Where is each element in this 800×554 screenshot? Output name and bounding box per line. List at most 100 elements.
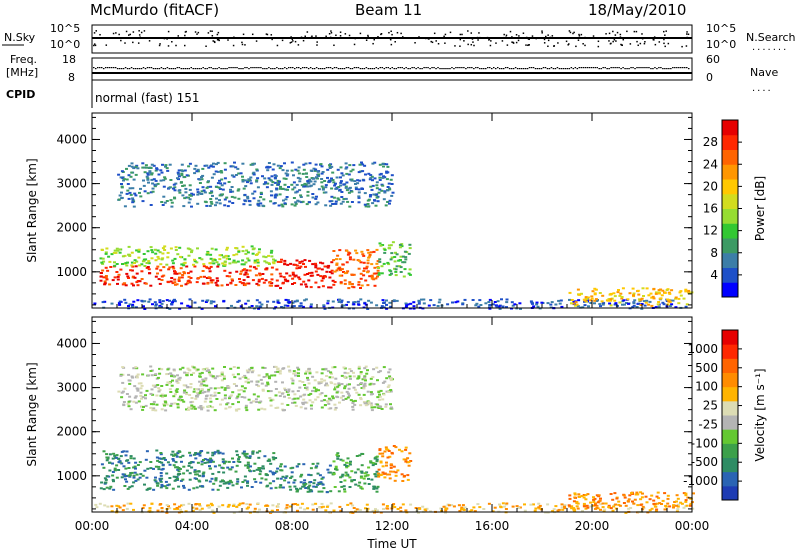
data-cell (231, 484, 235, 487)
data-cell (131, 187, 135, 190)
data-cell (293, 479, 297, 482)
data-cell (134, 366, 138, 369)
data-cell (112, 480, 115, 483)
data-cell (586, 296, 590, 299)
data-cell (504, 508, 508, 510)
data-cell (563, 505, 566, 508)
data-cell (156, 182, 160, 185)
nsearch-dot (608, 32, 611, 35)
data-cell (299, 265, 303, 268)
data-cell (99, 279, 103, 282)
data-cell (622, 494, 626, 497)
data-cell (331, 279, 335, 282)
data-cell (291, 401, 294, 404)
nave-dot (108, 67, 111, 69)
nsearch-dot (527, 38, 530, 40)
data-cell (351, 400, 355, 403)
data-cell (146, 467, 150, 470)
data-cell (231, 373, 235, 376)
data-cell (117, 505, 121, 508)
data-cell (168, 299, 171, 302)
data-cell (205, 370, 209, 372)
data-cell (218, 199, 221, 202)
nave-dot (435, 68, 437, 70)
data-cell (285, 504, 289, 507)
nave-dot (327, 67, 330, 69)
colorbar-tick-label: 500 (695, 361, 718, 375)
data-cell (381, 455, 385, 458)
nave-dot (345, 67, 348, 69)
data-cell (121, 263, 124, 265)
data-cell (304, 183, 308, 186)
data-cell (254, 398, 258, 401)
data-cell (109, 266, 113, 268)
data-cell (598, 292, 602, 294)
data-cell (404, 305, 408, 308)
data-cell (144, 404, 148, 407)
data-cell (176, 177, 179, 180)
data-cell (188, 394, 192, 396)
nave-dot (485, 68, 487, 70)
nsearch-label: N.Search (746, 31, 796, 44)
data-cell (333, 408, 337, 411)
data-cell (300, 260, 304, 263)
data-cell (210, 281, 214, 284)
data-cell (599, 305, 602, 308)
nave-dot (654, 67, 656, 69)
data-cell (262, 255, 266, 258)
data-cell (359, 404, 363, 407)
data-cell (227, 181, 231, 183)
data-cell (274, 407, 278, 409)
data-cell (354, 188, 358, 191)
data-cell (105, 456, 109, 459)
data-cell (280, 469, 284, 472)
data-cell (393, 506, 397, 509)
nsearch-dot (541, 30, 543, 32)
data-cell (567, 504, 571, 507)
data-cell (574, 301, 578, 304)
data-cell (348, 164, 352, 167)
data-cell (205, 384, 209, 387)
nave-dot (252, 67, 254, 69)
data-cell (141, 162, 145, 165)
data-cell (134, 194, 138, 197)
data-cell (218, 374, 222, 377)
data-cell (132, 284, 135, 287)
data-cell (391, 191, 395, 194)
data-cell (135, 260, 139, 263)
data-cell (229, 282, 233, 285)
nsearch-dot (241, 41, 243, 44)
data-cell (571, 302, 575, 305)
data-cell (220, 184, 224, 187)
data-cell (341, 395, 345, 398)
data-cell (201, 299, 205, 302)
data-cell (176, 508, 180, 511)
nave-dot (481, 68, 483, 70)
data-cell (193, 265, 197, 268)
data-cell (388, 247, 392, 250)
nave-dot (616, 67, 618, 69)
colorbar-tick-label: 25 (703, 399, 718, 413)
data-cell (403, 250, 407, 253)
data-cell (308, 178, 312, 181)
nave-dot (226, 68, 228, 70)
data-cell (258, 248, 261, 251)
nsearch-dot (167, 30, 170, 33)
data-cell (146, 177, 150, 180)
nsearch-dot (93, 43, 96, 45)
data-cell (576, 305, 580, 308)
data-cell (337, 198, 341, 201)
nave-dot (120, 68, 123, 70)
data-cell (111, 471, 115, 473)
data-cell (219, 170, 223, 172)
data-cell (195, 507, 199, 510)
data-cell (251, 252, 255, 255)
data-cell (132, 300, 136, 303)
data-cell (246, 481, 249, 484)
data-cell (679, 294, 683, 297)
data-cell (194, 457, 198, 460)
data-cell (369, 461, 373, 464)
data-cell (276, 299, 280, 302)
nsearch-dot (584, 36, 586, 39)
data-cell (245, 503, 249, 506)
